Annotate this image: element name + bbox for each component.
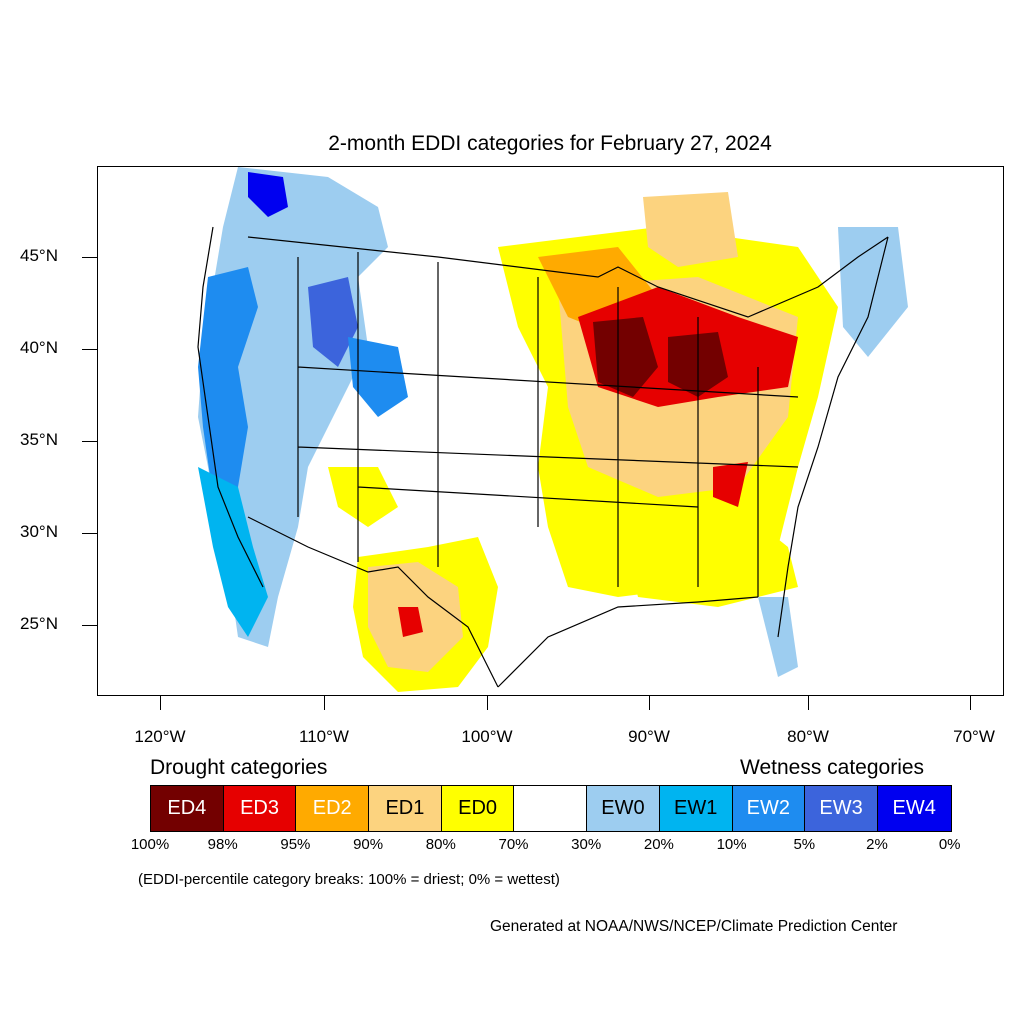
legend-box-ed1: ED1: [369, 786, 442, 831]
region-wyoming-ew2: [348, 337, 408, 417]
lat-label: 25°N: [20, 614, 58, 633]
legend-percentile-label: 2%: [866, 836, 888, 853]
coastline-west: [197, 226, 264, 588]
legend-box-ew3: EW3: [805, 786, 878, 831]
lat-label: 35°N: [20, 430, 58, 449]
lat-tick: [82, 257, 97, 258]
region-washington-ew4: [248, 172, 288, 217]
lon-label: 110°W: [299, 727, 349, 746]
wetness-heading: Wetness categories: [740, 756, 925, 779]
region-ontario-ed1: [643, 192, 738, 267]
region-arizona-ed0: [328, 467, 398, 527]
gulf-coast: [497, 596, 759, 688]
region-idaho-ew3: [308, 277, 358, 367]
legend-box-normal: [514, 786, 588, 831]
state-lines: [297, 252, 799, 597]
legend-percentile-label: 80%: [425, 836, 456, 853]
legend-box-ew1: EW1: [659, 786, 733, 831]
lon-label: 70°W: [953, 727, 995, 746]
legend-percentile-label: 20%: [643, 836, 674, 853]
legend-box-ed0: ED0: [441, 786, 515, 831]
legend-percentile-label: 100%: [130, 836, 170, 853]
lon-label: 90°W: [628, 727, 670, 746]
lon-label: 80°W: [787, 727, 829, 746]
lon-label: 120°W: [134, 727, 186, 746]
legend-color-bar: ED4 ED3 ED2 ED1 ED0 EW0 EW1 EW2 EW3 EW4: [150, 785, 952, 832]
drought-heading: Drought categories: [150, 756, 328, 779]
lat-label: 30°N: [20, 522, 58, 541]
lat-tick: [82, 349, 97, 350]
us-canada-border: [247, 236, 889, 318]
lat-tick: [82, 625, 97, 626]
region-california-ew1: [198, 467, 268, 637]
region-southeast-ed0: [618, 507, 798, 607]
lon-tick: [808, 696, 809, 710]
lon-tick: [970, 696, 971, 710]
region-wisconsin-ed4: [593, 317, 658, 397]
legend-percentile-label: 10%: [716, 836, 747, 853]
lat-tick: [82, 441, 97, 442]
legend-percentile-label: 70%: [498, 836, 529, 853]
legend-percentile-label: 30%: [571, 836, 602, 853]
region-texas-ed2: [398, 607, 423, 637]
legend-box-ew0: EW0: [587, 786, 660, 831]
legend-box-ed4: ED4: [151, 786, 224, 831]
lon-tick: [324, 696, 325, 710]
lon-tick: [487, 696, 488, 710]
lat-label: 45°N: [20, 246, 58, 265]
legend-percentile-label: 5%: [793, 836, 816, 853]
map-title: 2-month EDDI categories for February 27,…: [328, 132, 772, 155]
credit-line: Generated at NOAA/NWS/NCEP/Climate Predi…: [490, 918, 898, 935]
legend-percentile-label: 95%: [280, 836, 311, 853]
legend-note: (EDDI-percentile category breaks: 100% =…: [138, 871, 560, 888]
lat-label: 40°N: [20, 338, 58, 357]
lon-tick: [649, 696, 650, 710]
map-plot-area: [97, 166, 1004, 696]
us-mexico-border: [247, 516, 499, 688]
eddi-map: [197, 167, 908, 692]
legend-box-ew2: EW2: [732, 786, 806, 831]
legend-box-ew4: EW4: [877, 786, 951, 831]
legend-box-ed2: ED2: [296, 786, 370, 831]
coastline-east: [777, 236, 889, 638]
region-carolina-ed3: [713, 462, 748, 507]
legend-percentile-label: 0%: [938, 836, 961, 853]
region-coast-ew2: [198, 267, 258, 527]
lat-tick: [82, 533, 97, 534]
legend-percentile-label: 90%: [353, 836, 384, 853]
boundaries: [197, 226, 889, 688]
legend-box-ed3: ED3: [223, 786, 297, 831]
lon-tick: [160, 696, 161, 710]
legend-percentile-label: 98%: [207, 836, 238, 853]
lon-label: 100°W: [461, 727, 513, 746]
